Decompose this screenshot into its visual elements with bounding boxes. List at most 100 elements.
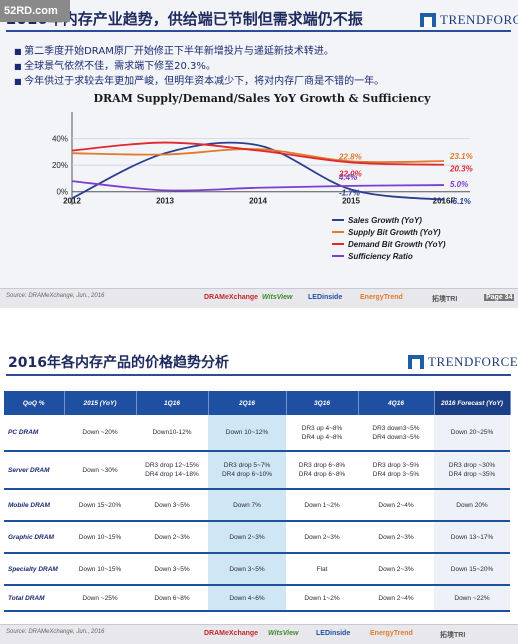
series-line (71, 180, 445, 192)
cell-line: Down 15~20% (450, 565, 494, 573)
cell-line: Down 1~2% (304, 594, 340, 602)
cell-line: Down 15~20% (78, 501, 122, 509)
x-tick-label: 2015 (342, 197, 360, 206)
header-1q16: 1Q16 (136, 391, 209, 415)
slide-price-trend: 2016年各内存产品的价格趋势分析 TRENDFORCE QoQ % 2015 … (0, 338, 518, 644)
cell-line: DR4 up 4~8% (301, 433, 343, 441)
partner-dramexchange: DRAMeXchange (204, 630, 259, 637)
cell-line: DR3 drop 6~8% (298, 462, 346, 469)
table-cell: Down 10~15% (64, 521, 136, 554)
table-cell: DR3 drop 6~8% DR4 drop 6~8% (286, 451, 358, 490)
table-header-row: QoQ % 2015 (YoY) 1Q16 2Q16 3Q16 4Q16 201… (4, 391, 511, 415)
price-trend-table: QoQ % 2015 (YoY) 1Q16 2Q16 3Q16 4Q16 201… (4, 391, 511, 612)
cell-line: Down 3~5% (229, 565, 265, 573)
table-cell: Down 2~3% (286, 521, 358, 554)
cell-line: Down ~25% (82, 594, 118, 602)
table-row: Total DRAM Down ~25% Down 6~8% Down 4~6% Dow… (4, 585, 510, 612)
cell-line: DR3 drop 12~15% (145, 462, 199, 469)
series-end-label: 20.3% (449, 165, 473, 174)
table-cell: Down ~22% (434, 585, 510, 612)
partner-ledinside: LEDinside (308, 294, 343, 301)
table-cell: DR3 up 4~8% DR4 up 4~8% (286, 415, 358, 452)
partner-witsview: WitsView (262, 294, 293, 301)
row-label: Total DRAM (4, 585, 64, 612)
table-cell: Down 15~20% (64, 489, 136, 522)
table-cell: DR3 drop 3~5% DR4 drop 3~5% (358, 451, 434, 490)
row-label: Specialty DRAM (4, 553, 64, 586)
table-cell: Down 2~3% (136, 521, 208, 554)
cell-line: DR4 drop ~35% (448, 471, 496, 478)
cell-line: Down 2~3% (154, 533, 190, 541)
cell-line: Down 6~8% (154, 594, 190, 602)
table-cell: DR3 drop ~30% DR4 drop ~35% (434, 451, 510, 490)
cell-line: Down ~30% (82, 466, 118, 474)
table-cell: Down ~25% (64, 585, 136, 612)
cell-line: DR3 drop 5~7% (223, 462, 271, 469)
cell-line: DR3 down3~5% (372, 424, 420, 432)
cell-line: Down 7% (233, 501, 261, 509)
legend-entry: Sales Growth (YoY) (348, 216, 422, 225)
table-cell: Down 15~20% (434, 553, 510, 586)
table-row: PC DRAM Down ~20% Down10-12% Down 10~12% DR3… (4, 415, 510, 452)
partner-energytrend: EnergyTrend (360, 294, 403, 301)
cell-line: Down 10~12% (225, 429, 269, 436)
cell-line: Down ~22% (454, 594, 490, 602)
cell-line: Down 20~25% (450, 429, 494, 436)
series-point-label: 22.8% (338, 152, 362, 161)
slide-supply-demand: 2016年内存产业趋势，供给端已节制但需求端仍不振 TRENDFORCE 第二季… (0, 0, 518, 308)
table-cell: Down 3~5% (136, 553, 208, 586)
cell-line: Down 2~4% (378, 594, 414, 602)
table-cell: DR3 drop 5~7% DR4 drop 6~10% (208, 451, 286, 490)
cell-line: Down 20% (456, 501, 488, 509)
table-row: Graphic DRAM Down 10~15% Down 2~3% Down 2~3… (4, 521, 510, 554)
cell-line: DR4 drop 6~10% (221, 471, 273, 478)
cell-line: Down ~20% (82, 429, 118, 436)
cell-line: DR4 drop 14~18% (145, 471, 199, 478)
series-point-label: 22.0% (338, 169, 362, 178)
partner-ledinside: LEDinside (316, 630, 351, 637)
table-row: Specialty DRAM Down 10~15% Down 3~5% Down 3… (4, 553, 510, 586)
legend-entry: Sufficiency Ratio (348, 252, 413, 261)
x-tick-label: 2013 (156, 197, 174, 206)
series-line (71, 148, 445, 164)
partner-tri: 拓墣TRI (432, 296, 458, 303)
table-cell: Down10-12% (136, 415, 208, 452)
title-divider (6, 30, 511, 32)
slide1-title: 2016年内存产业趋势，供给端已节制但需求端仍不振 (6, 10, 363, 28)
bullet-item: 第二季度开始DRAM原厂开始修正下半年新增投片与递延新技术转进。 (14, 44, 384, 59)
header-4q16: 4Q16 (358, 391, 435, 415)
table-cell: Down 3~5% (208, 553, 286, 586)
source-note: Source: DRAMeXchange, Jun., 2016 (6, 293, 105, 299)
table-cell: Down 3~5% (136, 489, 208, 522)
table-cell: Down 7% (208, 489, 286, 522)
cell-line: Down 3~5% (154, 565, 190, 573)
row-label: Graphic DRAM (4, 521, 64, 554)
y-tick-label: 40% (52, 135, 68, 144)
series-end-label: -6.1% (450, 197, 471, 206)
cell-line: Down 10~15% (78, 565, 122, 573)
header-3q16: 3Q16 (286, 391, 359, 415)
slide2-title: 2016年各内存产品的价格趋势分析 (8, 355, 229, 371)
table-row: Mobile DRAM Down 15~20% Down 3~5% Down 7% Do… (4, 489, 510, 522)
cell-line: Down10-12% (152, 429, 192, 436)
chart-title: DRAM Supply/Demand/Sales YoY Growth & Su… (93, 92, 431, 105)
header-2016-forecast: 2016 Forecast (YoY) (434, 391, 511, 415)
growth-line-chart: DRAM Supply/Demand/Sales YoY Growth & Su… (52, 92, 473, 261)
x-tick-label: 2014 (249, 197, 267, 206)
cell-line: DR4 down3~5% (372, 433, 420, 441)
cell-line: Flat (316, 565, 328, 573)
title-divider (6, 374, 511, 376)
cell-line: Down 2~3% (304, 533, 340, 541)
cell-line: Down 2~4% (378, 501, 414, 509)
header-2015: 2015 (YoY) (64, 391, 137, 415)
series-point-label: -1.7% (339, 188, 360, 197)
cell-line: Down 2~3% (378, 533, 414, 541)
bullet-list: 第二季度开始DRAM原厂开始修正下半年新增投片与递延新技术转进。 全球景气依然不… (14, 44, 384, 89)
table-cell: Down 10~12% (208, 415, 286, 452)
bullet-item: 全球景气依然不佳，需求端下修至20.3%。 (14, 59, 384, 74)
slide2-footer: Source: DRAMeXchange, Jun., 2016 DRAMeXc… (0, 624, 518, 644)
series-line (71, 141, 445, 166)
legend-entry: Supply Bit Growth (YoY) (348, 228, 441, 237)
slide1-footer: Source: DRAMeXchange, Jun., 2016 DRAMeXc… (0, 288, 518, 308)
cell-line: Down 13~17% (450, 533, 494, 541)
